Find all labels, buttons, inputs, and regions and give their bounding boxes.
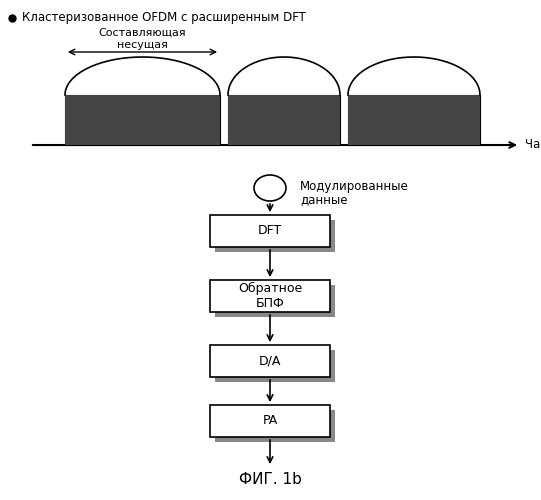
Bar [210,280,330,312]
Text: Обратное
БПФ: Обратное БПФ [238,282,302,310]
Text: несущая: несущая [117,40,168,50]
Bar [65,95,220,145]
Bar [215,410,335,442]
Text: Частота: Частота [525,138,541,151]
Bar [210,215,330,247]
Text: ФИГ. 1b: ФИГ. 1b [239,472,301,488]
Text: DFT: DFT [258,224,282,237]
Text: Кластеризованное OFDM с расширенным DFT: Кластеризованное OFDM с расширенным DFT [22,12,306,24]
Text: PA: PA [262,414,278,428]
Text: Модулированные: Модулированные [300,180,409,193]
Bar [215,285,335,317]
Bar [215,350,335,382]
Ellipse shape [254,175,286,201]
Bar [210,345,330,377]
Bar [348,95,480,145]
Bar [348,95,480,145]
Text: D/A: D/A [259,354,281,368]
Text: данные: данные [300,193,347,206]
Text: Составляющая: Составляющая [98,28,186,38]
Bar [215,220,335,252]
Bar [228,95,340,145]
Bar [65,95,220,145]
Bar [228,95,340,145]
Bar [210,405,330,437]
